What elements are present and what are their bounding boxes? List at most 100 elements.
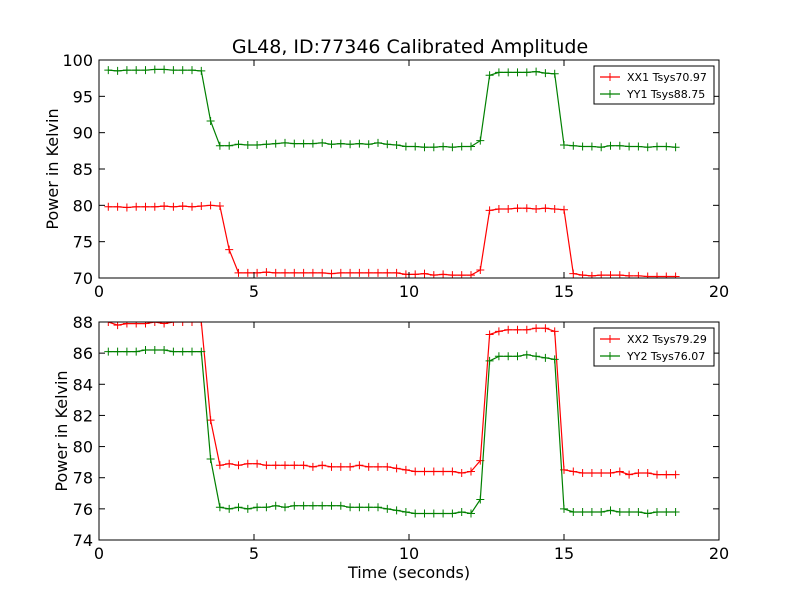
data-point <box>160 346 169 355</box>
data-point <box>215 141 224 150</box>
data-point <box>271 461 280 470</box>
data-point <box>327 269 336 278</box>
data-point <box>346 503 355 512</box>
data-point <box>141 346 150 355</box>
data-point <box>299 501 308 510</box>
x-tick-label: 20 <box>709 544 729 563</box>
data-point <box>374 268 382 277</box>
data-point <box>643 143 652 152</box>
legend-label: YY2 Tsys76.07 <box>626 350 705 363</box>
data-point <box>597 143 606 152</box>
legend-marker <box>606 73 614 81</box>
data-point <box>243 268 252 277</box>
data-point <box>457 469 466 478</box>
data-point <box>532 324 541 333</box>
data-point <box>662 507 671 516</box>
data-point <box>560 205 568 214</box>
data-point <box>308 268 317 277</box>
x-tick-label: 5 <box>249 544 259 563</box>
data-point <box>485 71 494 80</box>
legend: XX1 Tsys70.97 YY1 Tsys88.75 <box>593 65 715 105</box>
data-point <box>606 141 615 150</box>
data-point <box>225 504 234 513</box>
data-point <box>448 467 457 476</box>
data-point <box>587 142 596 151</box>
x-tick-label: 10 <box>399 282 419 301</box>
y-tick-label: 86 <box>73 344 93 363</box>
y-tick-label: 90 <box>73 124 93 143</box>
data-point <box>271 268 280 277</box>
data-point <box>281 461 289 470</box>
data-point <box>671 272 680 278</box>
top-panel: 0 5 10 15 20 70 75 80 85 90 95 100 Power in Kelvin XX… <box>43 51 729 301</box>
legend-marker <box>606 335 614 343</box>
data-point <box>634 271 643 278</box>
data-point <box>169 66 178 75</box>
data-point <box>476 136 485 145</box>
data-point <box>364 140 373 149</box>
legend-marker <box>606 352 614 360</box>
legend-label: XX2 Tsys79.29 <box>627 333 707 346</box>
data-point <box>429 467 438 476</box>
data-point <box>150 322 159 326</box>
data-point <box>104 347 113 356</box>
y-tick-label: 85 <box>73 160 93 179</box>
y-tick-label: 80 <box>73 196 93 215</box>
legend: XX2 Tsys79.29 YY2 Tsys76.07 <box>593 327 715 367</box>
data-point <box>532 67 541 76</box>
data-point <box>160 202 169 211</box>
data-point <box>467 142 475 151</box>
data-point <box>374 503 382 512</box>
data-point <box>160 65 169 74</box>
data-point <box>671 507 680 516</box>
data-point <box>197 202 206 211</box>
data-point <box>355 139 364 148</box>
data-point <box>513 68 522 77</box>
data-point <box>327 501 336 510</box>
x-tick-label: 0 <box>94 282 104 301</box>
data-point <box>513 325 522 334</box>
data-point <box>569 507 578 516</box>
data-point <box>448 143 457 152</box>
data-point <box>429 509 438 518</box>
data-point <box>401 507 410 516</box>
data-point <box>122 322 131 328</box>
data-point <box>104 322 113 326</box>
data-point <box>504 352 513 361</box>
data-point <box>160 322 169 328</box>
data-point <box>374 462 382 471</box>
data-point <box>215 202 224 211</box>
x-axis-label: Time (seconds) <box>347 563 470 582</box>
data-point <box>392 268 401 277</box>
data-point <box>243 459 252 468</box>
data-point <box>578 507 587 516</box>
data-point <box>615 141 624 150</box>
data-point <box>457 507 466 516</box>
data-point <box>327 140 336 149</box>
y-tick-label: 80 <box>73 438 93 457</box>
data-point <box>653 142 661 151</box>
data-point <box>262 503 271 512</box>
data-point <box>625 507 634 516</box>
y-tick-label: 70 <box>73 269 93 288</box>
data-point <box>215 461 224 470</box>
data-point <box>494 352 503 361</box>
data-point <box>234 140 243 149</box>
legend-label: YY1 Tsys88.75 <box>626 88 705 101</box>
data-point <box>336 501 345 510</box>
data-point <box>504 325 513 334</box>
data-point <box>662 142 671 151</box>
y-tick-label: 78 <box>73 469 93 488</box>
data-point <box>643 469 652 478</box>
series-2 <box>104 346 680 518</box>
data-point <box>485 356 494 365</box>
data-point <box>141 66 150 75</box>
data-point <box>411 270 420 278</box>
data-point <box>578 469 587 478</box>
data-point <box>215 503 224 512</box>
data-point <box>281 268 289 277</box>
data-point <box>578 142 587 151</box>
data-point <box>243 504 252 513</box>
data-point <box>467 467 475 476</box>
